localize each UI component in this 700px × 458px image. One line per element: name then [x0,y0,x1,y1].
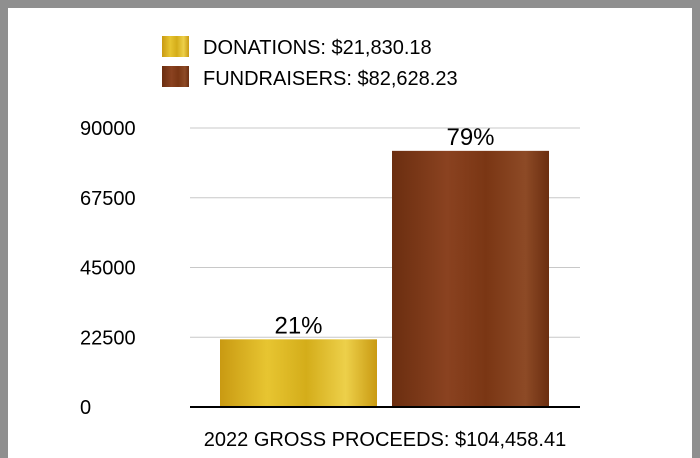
legend: DONATIONS: $21,830.18 FUNDRAISERS: $82,6… [162,36,458,90]
bar-data-labels: 21% 79% [274,124,494,339]
legend-swatch-fundraisers [162,66,189,87]
bar-label-fundraisers: 79% [446,124,494,151]
y-tick-label: 67500 [80,188,136,210]
y-tick-label: 45000 [80,258,136,280]
legend-label-donations: DONATIONS: $21,830.18 [203,37,432,59]
y-tick-label: 22500 [80,327,136,349]
y-tick-label: 0 [80,397,91,419]
y-axis-ticks: 0 22500 45000 67500 90000 [80,118,136,419]
bar-fundraisers [392,150,549,408]
x-axis-label: 2022 GROSS PROCEEDS: $104,458.41 [204,429,566,451]
legend-label-fundraisers: FUNDRAISERS: $82,628.23 [203,68,458,90]
bar-label-donations: 21% [274,312,322,339]
bar-donations [220,339,377,407]
bars [220,150,549,408]
legend-swatch-donations [162,36,189,57]
y-tick-label: 90000 [80,118,136,140]
